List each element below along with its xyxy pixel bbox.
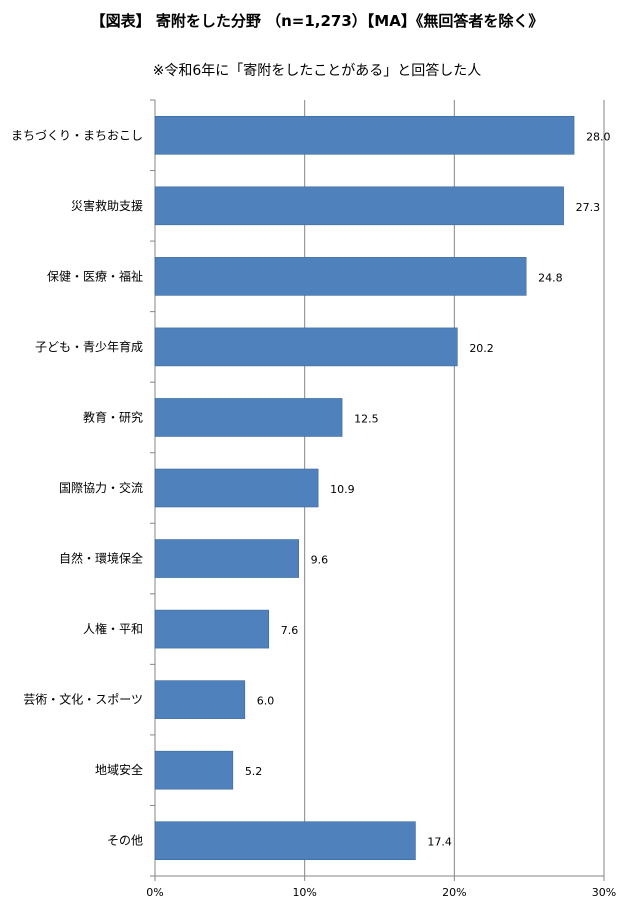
category-label: 教育・研究 bbox=[83, 409, 143, 424]
bar bbox=[154, 821, 416, 861]
value-label: 7.6 bbox=[281, 624, 299, 637]
chart-title: 【図表】 寄附をした分野 （n=1,273）【MA】《無回答者を除く》 bbox=[90, 12, 544, 30]
value-label: 27.3 bbox=[576, 201, 601, 214]
bar bbox=[154, 327, 458, 367]
x-tick-label: 10% bbox=[292, 886, 316, 899]
bar bbox=[154, 750, 234, 790]
value-label: 28.0 bbox=[586, 130, 611, 143]
value-label: 12.5 bbox=[354, 412, 379, 425]
category-label: 子ども・青少年育成 bbox=[35, 339, 143, 354]
x-tick-label: 20% bbox=[442, 886, 466, 899]
category-label: その他 bbox=[107, 834, 143, 848]
bar bbox=[154, 468, 319, 508]
x-tick-label: 30% bbox=[592, 886, 616, 899]
category-label: 自然・環境保全 bbox=[59, 551, 143, 566]
bar bbox=[154, 680, 246, 719]
category-label: 地域安全 bbox=[95, 762, 143, 777]
category-label: まちづくり・まちおこし bbox=[11, 128, 143, 142]
category-label: 国際協力・交流 bbox=[59, 480, 143, 495]
value-label: 20.2 bbox=[469, 342, 494, 355]
bar bbox=[154, 257, 527, 296]
value-label: 9.6 bbox=[311, 554, 329, 567]
category-label: 人権・平和 bbox=[83, 621, 143, 636]
bar bbox=[154, 398, 343, 437]
category-label: 芸術・文化・スポーツ bbox=[23, 692, 143, 707]
bar bbox=[154, 539, 299, 578]
value-label: 24.8 bbox=[538, 271, 563, 284]
value-label: 6.0 bbox=[257, 695, 275, 708]
bar bbox=[154, 609, 270, 649]
value-label: 10.9 bbox=[330, 483, 355, 496]
value-label: 5.2 bbox=[245, 765, 263, 778]
bar bbox=[154, 115, 575, 155]
category-label: 災害救助支援 bbox=[71, 198, 143, 213]
chart-subtitle: ※令和6年に「寄附をしたことがある」と回答した人 bbox=[152, 63, 482, 79]
value-label: 17.4 bbox=[427, 836, 452, 849]
x-tick-label: 0% bbox=[146, 886, 163, 899]
bar bbox=[154, 186, 564, 226]
category-label: 保健・医療・福祉 bbox=[47, 268, 143, 283]
